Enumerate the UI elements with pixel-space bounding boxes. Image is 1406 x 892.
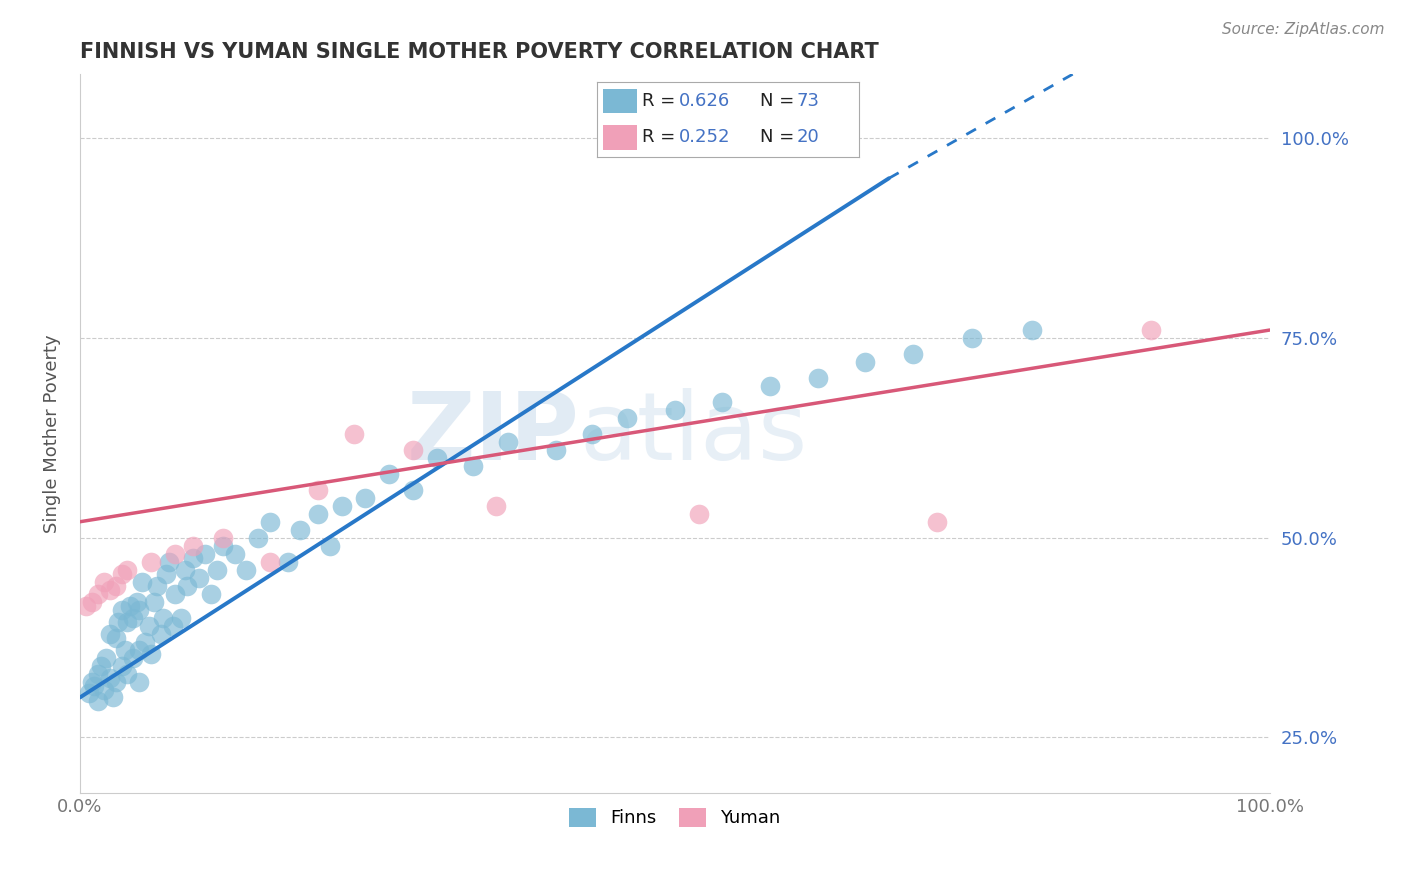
Point [330,499,353,513]
Point [176,579,198,593]
Point [83,679,105,693]
Point [128,642,150,657]
Point [110,602,132,616]
Point [485,499,508,513]
Point [277,555,299,569]
Point [110,658,132,673]
Point [104,631,127,645]
Point [200,587,222,601]
Point [1139,323,1161,337]
Point [104,674,127,689]
Point [75,599,97,613]
Point [128,602,150,616]
Point [402,483,425,497]
Y-axis label: Single Mother Poverty: Single Mother Poverty [44,334,60,533]
Point [205,563,228,577]
Point [235,563,257,577]
Point [319,539,342,553]
Point [342,426,364,441]
Point [87,694,110,708]
Text: FINNISH VS YUMAN SINGLE MOTHER POVERTY CORRELATION CHART: FINNISH VS YUMAN SINGLE MOTHER POVERTY C… [80,42,879,62]
Point [259,555,281,569]
Point [155,566,177,581]
Point [94,650,117,665]
Point [288,523,311,537]
Point [157,555,180,569]
Point [1021,323,1043,337]
Point [711,395,734,409]
Point [117,666,139,681]
Point [141,647,163,661]
Point [125,594,148,608]
Point [170,610,193,624]
Point [103,690,125,705]
Point [79,686,101,700]
Point [131,574,153,589]
Point [122,650,145,665]
Point [90,658,112,673]
Point [224,547,246,561]
Point [581,426,603,441]
Point [901,347,924,361]
Point [378,467,401,481]
Point [146,579,169,593]
Point [307,507,329,521]
Point [173,563,195,577]
Point [664,403,686,417]
Point [134,634,156,648]
Point [117,615,139,629]
Point [80,674,103,689]
Point [107,615,129,629]
Point [181,539,204,553]
Point [93,574,115,589]
Point [87,666,110,681]
Point [142,594,165,608]
Point [98,671,121,685]
Point [925,515,948,529]
Point [165,587,187,601]
Point [402,442,425,457]
Point [110,566,132,581]
Point [247,531,270,545]
Point [461,458,484,473]
Point [354,491,377,505]
Point [141,555,163,569]
Point [759,379,782,393]
Point [616,411,638,425]
Point [688,507,710,521]
Point [806,371,828,385]
Point [496,434,519,449]
Point [426,450,449,465]
Point [98,626,121,640]
Point [162,618,184,632]
Point [307,483,329,497]
Text: ZIP: ZIP [406,388,579,480]
Point [194,547,217,561]
Text: Source: ZipAtlas.com: Source: ZipAtlas.com [1222,22,1385,37]
Point [114,642,136,657]
Point [187,571,209,585]
Point [853,355,876,369]
Point [211,539,233,553]
Point [104,579,127,593]
Point [544,442,567,457]
Point [98,582,121,597]
Point [962,331,984,345]
Point [87,587,110,601]
Point [122,610,145,624]
Point [80,594,103,608]
Point [211,531,233,545]
Point [118,599,141,613]
Point [128,674,150,689]
Point [181,550,204,565]
Point [152,610,174,624]
Point [165,547,187,561]
Text: atlas: atlas [579,388,808,480]
Point [259,515,281,529]
Point [149,626,172,640]
Point [93,682,115,697]
Point [117,563,139,577]
Legend: Finns, Yuman: Finns, Yuman [562,801,787,835]
Point [138,618,160,632]
